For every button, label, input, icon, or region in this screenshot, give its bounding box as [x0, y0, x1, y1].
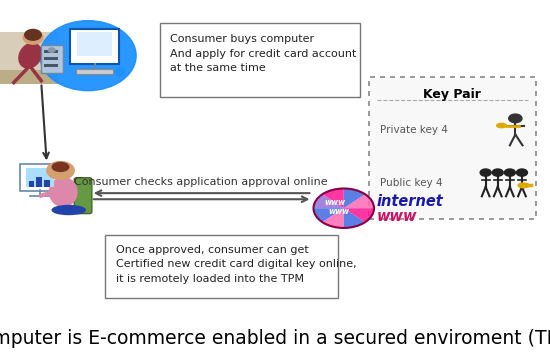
- Text: Key Pair: Key Pair: [424, 88, 481, 101]
- Text: www: www: [324, 198, 345, 207]
- FancyBboxPatch shape: [74, 178, 92, 214]
- FancyBboxPatch shape: [77, 32, 112, 56]
- Ellipse shape: [52, 205, 85, 214]
- Circle shape: [48, 48, 55, 52]
- Circle shape: [516, 169, 527, 176]
- FancyBboxPatch shape: [104, 235, 338, 298]
- Text: Consumer checks application approval online: Consumer checks application approval onl…: [74, 177, 328, 187]
- Text: Public key 4: Public key 4: [379, 178, 442, 188]
- Wedge shape: [322, 208, 344, 228]
- Text: www: www: [329, 207, 350, 216]
- FancyBboxPatch shape: [44, 50, 58, 53]
- FancyBboxPatch shape: [368, 77, 536, 219]
- FancyBboxPatch shape: [20, 164, 59, 191]
- Circle shape: [480, 169, 491, 176]
- FancyBboxPatch shape: [36, 177, 42, 187]
- FancyBboxPatch shape: [41, 45, 63, 73]
- FancyBboxPatch shape: [76, 69, 113, 74]
- FancyBboxPatch shape: [0, 32, 58, 84]
- Wedge shape: [322, 188, 344, 208]
- FancyBboxPatch shape: [44, 65, 58, 67]
- Wedge shape: [314, 208, 344, 222]
- Text: Consumer buys computer
And apply for credit card account
at the same time: Consumer buys computer And apply for cre…: [170, 34, 357, 73]
- Ellipse shape: [40, 20, 136, 90]
- Wedge shape: [344, 188, 365, 208]
- Ellipse shape: [52, 162, 69, 172]
- Wedge shape: [344, 194, 374, 208]
- Ellipse shape: [19, 43, 42, 68]
- Text: www: www: [377, 209, 417, 224]
- Circle shape: [25, 29, 41, 40]
- Circle shape: [509, 114, 522, 123]
- FancyBboxPatch shape: [44, 180, 50, 187]
- FancyBboxPatch shape: [43, 58, 60, 67]
- Text: Computer is E-commerce enabled in a secured enviroment (TPM): Computer is E-commerce enabled in a secu…: [0, 329, 550, 348]
- Circle shape: [23, 31, 43, 44]
- Ellipse shape: [50, 178, 77, 206]
- FancyBboxPatch shape: [29, 181, 34, 187]
- Wedge shape: [344, 208, 365, 228]
- Ellipse shape: [497, 123, 507, 128]
- FancyBboxPatch shape: [44, 57, 58, 60]
- FancyBboxPatch shape: [0, 70, 58, 84]
- FancyBboxPatch shape: [160, 23, 360, 97]
- Wedge shape: [314, 194, 344, 208]
- Circle shape: [47, 162, 74, 180]
- Ellipse shape: [518, 183, 529, 188]
- Circle shape: [504, 169, 515, 176]
- FancyBboxPatch shape: [26, 168, 54, 187]
- Text: internet: internet: [377, 194, 443, 209]
- Wedge shape: [344, 208, 374, 222]
- Ellipse shape: [116, 68, 124, 76]
- Text: Once approved, consumer can get
Certified new credit card digital key online,
it: Once approved, consumer can get Certifie…: [116, 245, 356, 284]
- FancyBboxPatch shape: [70, 29, 119, 65]
- Circle shape: [492, 169, 503, 176]
- Text: Private key 4: Private key 4: [379, 125, 447, 135]
